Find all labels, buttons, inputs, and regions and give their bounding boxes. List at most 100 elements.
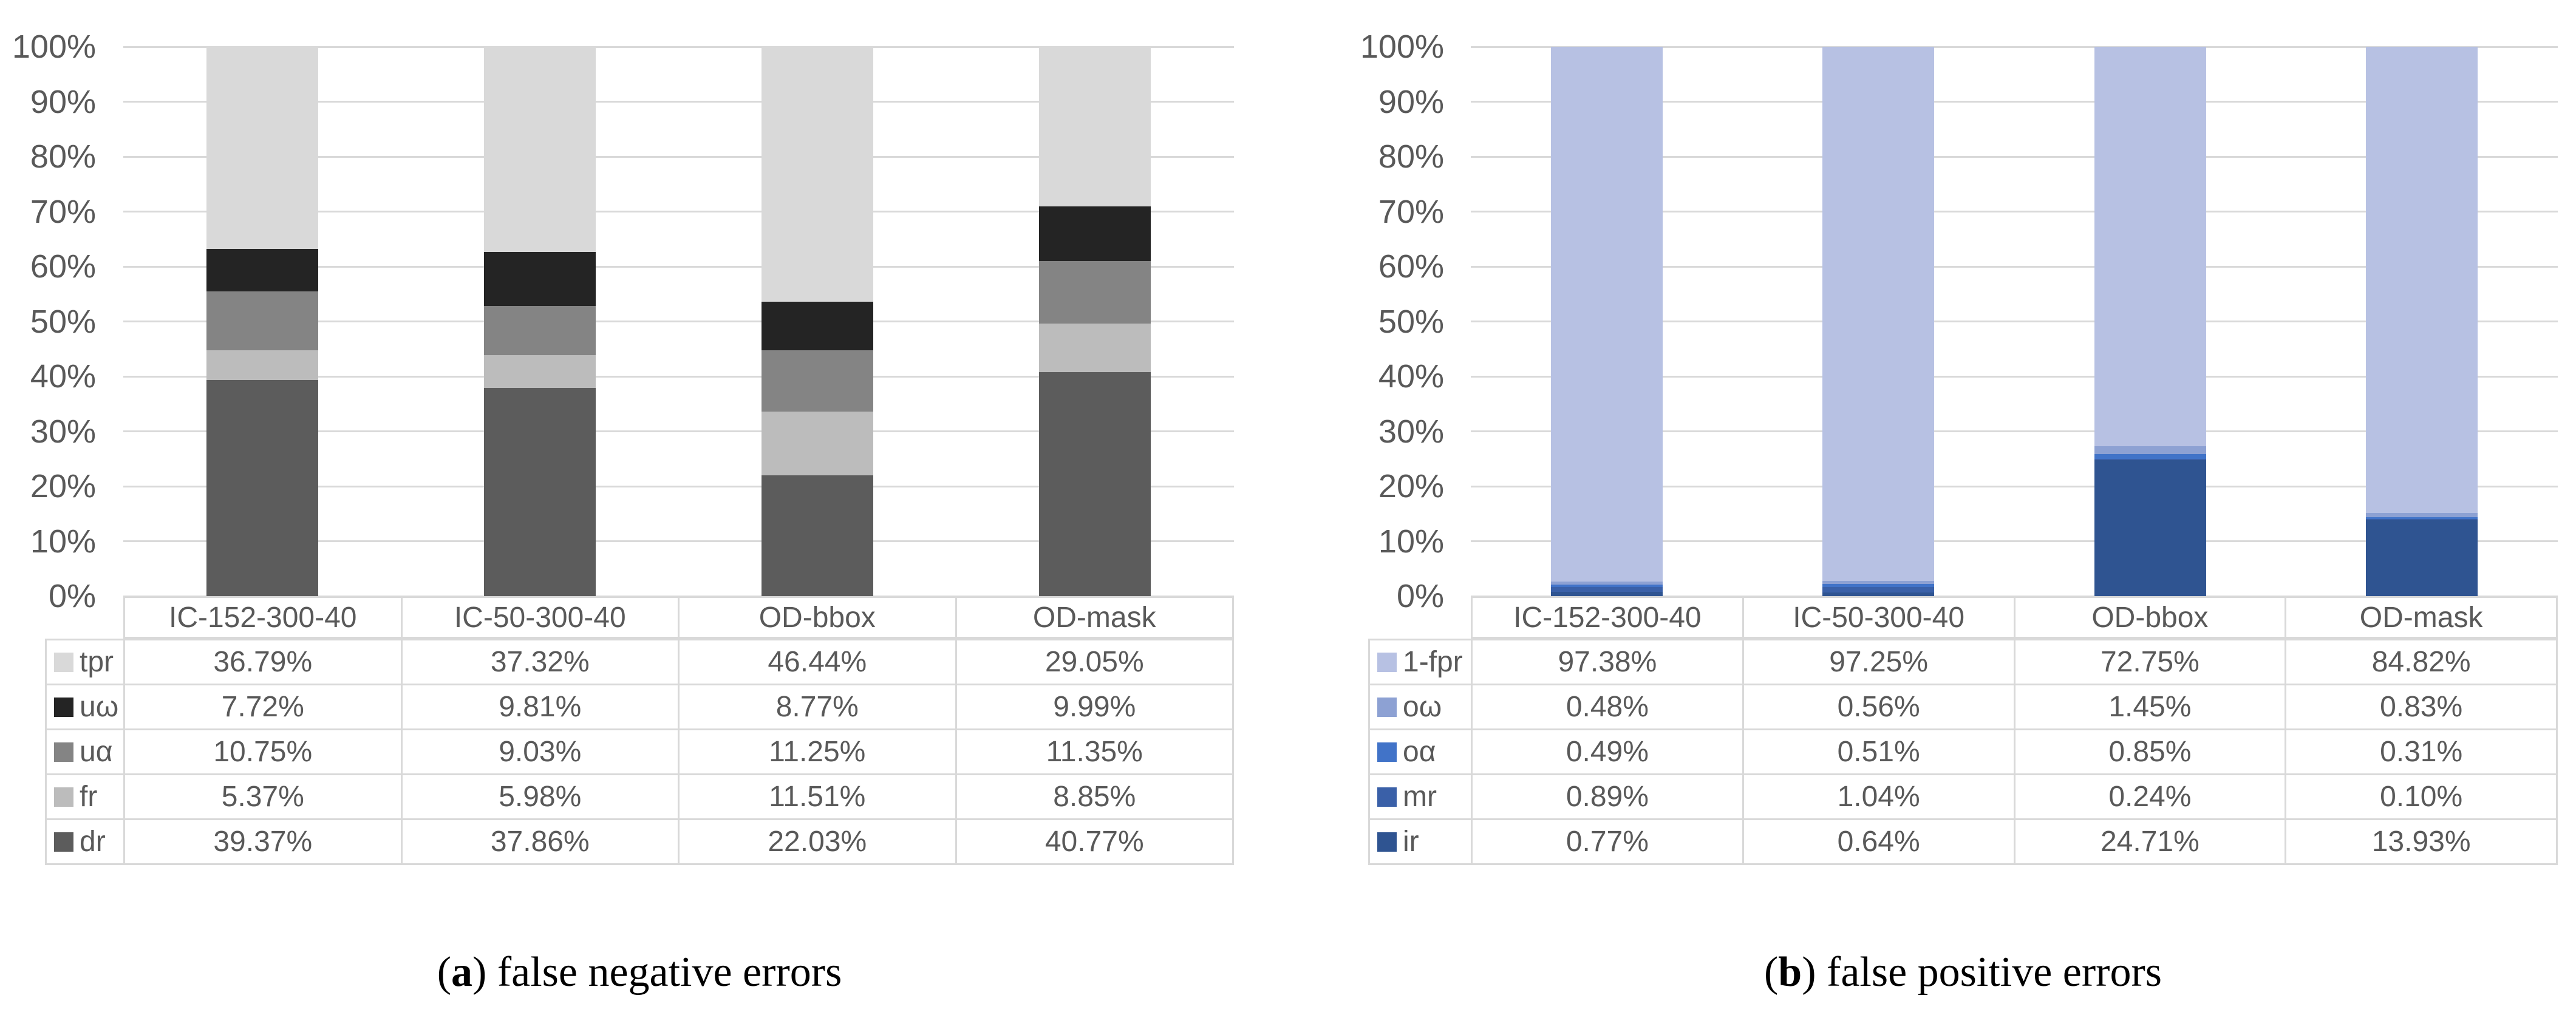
- caption-letter: a: [451, 949, 473, 996]
- category-axis-row: IC-152-300-40 IC-50-300-40 OD-bbox OD-mask: [123, 596, 1234, 639]
- bar-segment: [206, 350, 318, 380]
- y-axis-tick-label: 20%: [1378, 468, 1444, 504]
- gridline: [1471, 375, 2558, 378]
- bar-segment: [762, 47, 874, 302]
- y-axis-tick-label: 80%: [30, 138, 96, 175]
- bar-segment: [483, 388, 596, 596]
- table-value-cell: 97.25%: [1742, 640, 2014, 684]
- y-axis-tick-label: 30%: [1378, 413, 1444, 450]
- legend-label: tpr: [80, 646, 114, 678]
- table-value-cell: 11.35%: [955, 730, 1233, 773]
- legend-swatch: [54, 742, 73, 762]
- y-axis-tick-label: 40%: [1378, 358, 1444, 395]
- table-row: 1-fpr 97.38% 97.25% 72.75% 84.82%: [1370, 640, 2556, 684]
- caption-paren-open: (: [437, 949, 452, 996]
- table-value-cell: 0.31%: [2285, 730, 2556, 773]
- bar-segment: [206, 291, 318, 351]
- bar-segment: [1550, 587, 1663, 592]
- bar-segment: [2094, 460, 2206, 596]
- bar-segment: [483, 47, 596, 252]
- legend-cell: dr: [47, 820, 125, 863]
- data-table: tpr 36.79% 37.32% 46.44% 29.05% uω 7.72% 9.81% 8…: [45, 639, 1234, 865]
- table-row: ir 0.77% 0.64% 24.71% 13.93%: [1370, 818, 2556, 863]
- legend-label: fr: [80, 781, 98, 813]
- figure-caption: (b) false positive errors: [1764, 948, 2162, 997]
- table-value-cell: 37.32%: [400, 640, 678, 684]
- table-row: fr 5.37% 5.98% 11.51% 8.85%: [47, 773, 1232, 818]
- bar-segment: [1550, 582, 1663, 585]
- legend-cell: ir: [1370, 820, 1473, 863]
- table-value-cell: 0.85%: [2013, 730, 2285, 773]
- legend-cell: fr: [47, 775, 125, 818]
- table-value-cell: 0.77%: [1566, 826, 1649, 858]
- stacked-bar: [1822, 47, 1935, 596]
- category-axis-row: IC-152-300-40 IC-50-300-40 OD-bbox OD-mask: [1471, 596, 2558, 639]
- legend-swatch: [1377, 652, 1397, 672]
- bar-segment: [1822, 47, 1935, 582]
- stacked-bar: [2366, 47, 2478, 596]
- table-value-cell: 0.64%: [1742, 820, 2014, 863]
- caption-letter: b: [1778, 949, 1802, 996]
- table-value-cell: 29.05%: [955, 640, 1233, 684]
- bar-segment: [2094, 459, 2206, 461]
- bar-segment: [1039, 372, 1151, 596]
- gridline: [123, 155, 1234, 158]
- caption-text: ) false negative errors: [472, 949, 842, 996]
- gridline: [1471, 46, 2558, 48]
- stacked-bar: [206, 47, 318, 596]
- bar-segment: [1039, 323, 1151, 373]
- table-value-cell: 0.49%: [1566, 736, 1649, 768]
- table-value-cell: 9.99%: [955, 685, 1233, 728]
- bar-segment: [1550, 584, 1663, 587]
- bar-segment: [2094, 47, 2206, 447]
- table-value-cell: 22.03%: [678, 820, 955, 863]
- legend-swatch: [54, 832, 73, 852]
- caption-text: ) false positive errors: [1802, 949, 2162, 996]
- legend-swatch: [1377, 787, 1397, 807]
- table-value-cell: 0.24%: [2013, 775, 2285, 818]
- table-row: uα 10.75% 9.03% 11.25% 11.35%: [47, 728, 1232, 773]
- table-value-cell: 1.04%: [1742, 775, 2014, 818]
- category-label: IC-152-300-40: [168, 601, 357, 634]
- table-value-cell: 40.77%: [955, 820, 1233, 863]
- legend-cell: oω: [1370, 685, 1473, 728]
- y-axis-tick-label: 50%: [1378, 303, 1444, 340]
- table-value-cell: 8.85%: [955, 775, 1233, 818]
- gridline: [123, 265, 1234, 268]
- gridline: [123, 101, 1234, 103]
- bar-segment: [2094, 446, 2206, 455]
- table-row: uω 7.72% 9.81% 8.77% 9.99%: [47, 684, 1232, 728]
- table-value-cell: 11.51%: [678, 775, 955, 818]
- y-axis-tick-label: 90%: [1378, 83, 1444, 120]
- legend-label: dr: [80, 826, 106, 858]
- bar-segment: [1039, 206, 1151, 262]
- category-label: IC-50-300-40: [1742, 598, 2014, 637]
- table-value-cell: 97.38%: [1558, 646, 1657, 678]
- bar-segment: [2366, 47, 2478, 513]
- bar-segment: [206, 379, 318, 596]
- table-value-cell: 0.83%: [2285, 685, 2556, 728]
- bar-segment: [2094, 454, 2206, 460]
- y-axis-tick-label: 0%: [1396, 578, 1444, 614]
- category-label: IC-152-300-40: [1513, 601, 1702, 634]
- bar-segment: [2366, 517, 2478, 519]
- gridline: [123, 430, 1234, 432]
- bar-segment: [762, 350, 874, 412]
- bar-segment: [1039, 47, 1151, 206]
- gridline: [123, 321, 1234, 322]
- gridline: [123, 375, 1234, 378]
- stacked-bar: [762, 47, 874, 596]
- legend-cell: 1-fpr: [1370, 640, 1473, 684]
- gridline: [1471, 430, 2558, 432]
- category-label: OD-mask: [955, 598, 1233, 637]
- y-axis-tick-label: 100%: [1360, 29, 1444, 65]
- table-value-cell: 24.71%: [2013, 820, 2285, 863]
- y-axis-tick-label: 60%: [1378, 248, 1444, 285]
- legend-label: uω: [80, 691, 119, 723]
- bar-segment: [1822, 586, 1935, 593]
- bar-segment: [1822, 592, 1935, 596]
- y-axis-tick-label: 40%: [30, 358, 96, 395]
- category-label: IC-50-300-40: [400, 598, 678, 637]
- gridline: [1471, 101, 2558, 103]
